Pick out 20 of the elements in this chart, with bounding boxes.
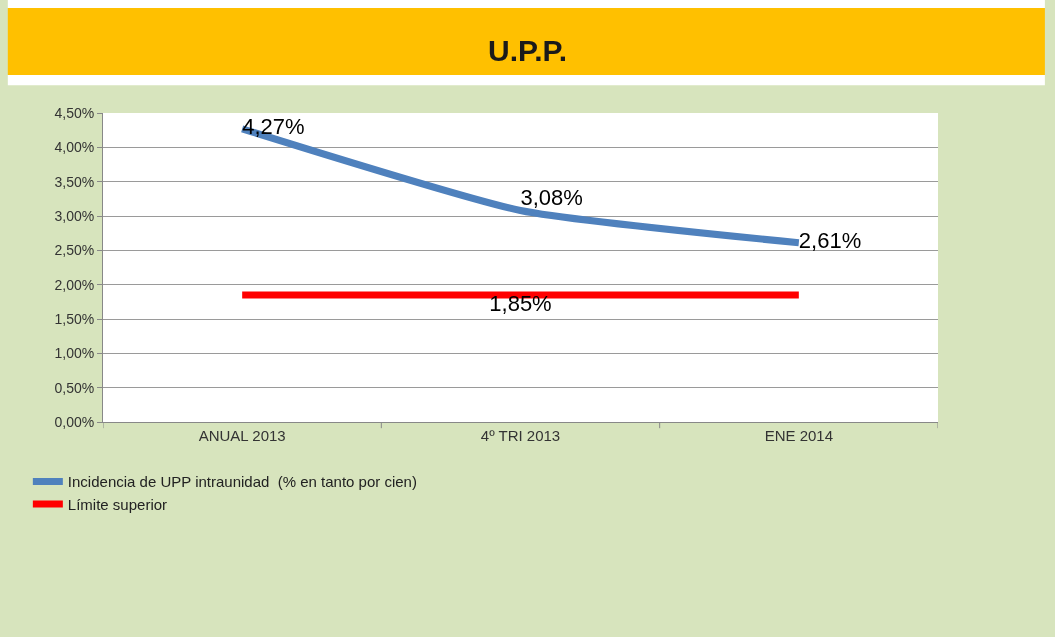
chart-title: U.P.P. xyxy=(488,33,567,67)
y-tick-label: 1,00% xyxy=(54,345,95,362)
x-tick-label: ENE 2014 xyxy=(764,427,834,444)
data-label: 2,61% xyxy=(798,228,862,254)
y-tick-label: 3,50% xyxy=(54,173,95,190)
y-tick-label: 4,00% xyxy=(54,139,95,156)
data-label: 4,27% xyxy=(242,114,305,140)
y-tick-label: 3,00% xyxy=(54,207,95,224)
legend-label: Límite superior xyxy=(67,495,168,513)
data-label: 3,08% xyxy=(520,185,583,211)
y-tick-label: 4,50% xyxy=(54,104,95,121)
data-label: 1,85% xyxy=(489,291,552,317)
legend-label: Incidencia de UPP intraunidad (% en tanto por cien) xyxy=(67,473,417,491)
y-tick-label: 2,50% xyxy=(54,242,95,259)
x-tick-label: ANUAL 2013 xyxy=(198,427,286,444)
x-tick-label: 4º TRI 2013 xyxy=(480,427,561,444)
y-tick-label: 1,50% xyxy=(54,310,95,327)
y-tick-label: 0,50% xyxy=(54,379,95,396)
y-tick-label: 2,00% xyxy=(54,276,95,293)
y-tick-label: 0,00% xyxy=(54,413,95,430)
